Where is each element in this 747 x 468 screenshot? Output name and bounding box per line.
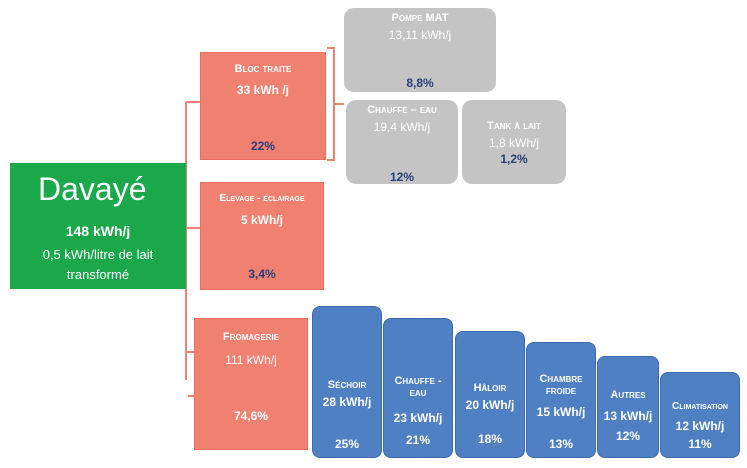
autres-box: Autres 13 kWh/j 12% bbox=[597, 356, 659, 458]
chauffe-eau-fromagerie-title: Chauffe - eau bbox=[394, 375, 442, 399]
haloir-energy: 20 kWh/j bbox=[465, 398, 515, 412]
tank-lait-box: Tank à lait 1,8 kWh/j 1,2% bbox=[462, 100, 566, 184]
climatisation-pct: 11% bbox=[688, 437, 712, 451]
chauffe-eau-energy: 19,4 kWh/j bbox=[373, 120, 431, 134]
climatisation-title: Climatisation bbox=[672, 401, 728, 412]
elevage-box: Elevage - éclairage 5 kWh/j 3,4% bbox=[200, 182, 324, 290]
bloc-traite-title: Bloc traite bbox=[234, 63, 292, 75]
fromagerie-energy: 111 kWh/j bbox=[225, 353, 277, 367]
main-name: Davayé bbox=[38, 171, 147, 207]
tank-lait-pct: 1,2% bbox=[500, 152, 528, 166]
chauffe-eau-fromagerie-box: Chauffe - eau 23 kWh/j 21% bbox=[383, 318, 453, 458]
main-energy: 148 kWh/j bbox=[65, 223, 131, 239]
sechoir-energy: 28 kWh/j bbox=[322, 395, 372, 409]
elevage-pct: 3,4% bbox=[248, 267, 276, 281]
autres-energy: 13 kWh/j bbox=[603, 409, 653, 423]
chauffe-eau-title: Chauffe – eau bbox=[367, 104, 437, 116]
elevage-energy: 5 kWh/j bbox=[240, 213, 283, 227]
pompe-mat-pct: 8,8% bbox=[406, 76, 434, 90]
main-ratio-cont: transformé bbox=[66, 267, 130, 282]
pompe-mat-energy: 13,11 kWh/j bbox=[388, 28, 452, 42]
tank-lait-energy: 1,8 kWh/j bbox=[488, 136, 539, 150]
chambre-froide-box: Chambre froide 15 kWh/j 13% bbox=[526, 342, 596, 458]
sechoir-title: Séchoir bbox=[327, 379, 367, 391]
chauffe-eau-box: Chauffe – eau 19,4 kWh/j 12% bbox=[346, 100, 458, 184]
bloc-traite-box: Bloc traite 33 kWh /j 22% bbox=[200, 52, 326, 160]
chauffe-eau-fromagerie-energy: 23 kWh/j bbox=[393, 411, 443, 425]
main-ratio: 0,5 kWh/litre de lait bbox=[42, 247, 154, 262]
chambre-froide-title: Chambre froide bbox=[539, 373, 583, 397]
pompe-mat-title: Pompe MAT bbox=[391, 12, 449, 24]
pompe-mat-box: Pompe MAT 13,11 kWh/j 8,8% bbox=[344, 8, 496, 92]
chauffe-eau-pct: 12% bbox=[389, 170, 415, 184]
fromagerie-pct: 74,6% bbox=[233, 409, 269, 423]
chambre-froide-pct: 13% bbox=[548, 437, 574, 451]
chambre-froide-energy: 15 kWh/j bbox=[536, 405, 586, 419]
sechoir-box: Séchoir 28 kWh/j 25% bbox=[312, 306, 382, 458]
fromagerie-title: Fromagerie bbox=[222, 331, 280, 343]
bloc-traite-pct: 22% bbox=[250, 139, 276, 153]
chauffe-eau-fromagerie-pct: 21% bbox=[405, 433, 431, 447]
main-box-davaye: Davayé 148 kWh/j 0,5 kWh/litre de lait t… bbox=[10, 163, 186, 289]
autres-title: Autres bbox=[610, 389, 646, 401]
autres-pct: 12% bbox=[615, 429, 641, 443]
haloir-box: Hâloir 20 kWh/j 18% bbox=[455, 331, 525, 458]
haloir-title: Hâloir bbox=[473, 382, 507, 394]
sechoir-pct: 25% bbox=[334, 437, 360, 451]
bloc-bracket bbox=[327, 47, 335, 161]
fromagerie-box: Fromagerie 111 kWh/j 74,6% bbox=[194, 318, 308, 450]
tank-lait-title: Tank à lait bbox=[487, 120, 541, 132]
bloc-traite-energy: 33 kWh /j bbox=[236, 83, 289, 97]
haloir-pct: 18% bbox=[477, 432, 503, 446]
climatisation-box: Climatisation 12 kWh/j 11% bbox=[660, 372, 740, 458]
elevage-title: Elevage - éclairage bbox=[219, 193, 305, 204]
climatisation-energy: 12 kWh/j bbox=[675, 419, 725, 433]
